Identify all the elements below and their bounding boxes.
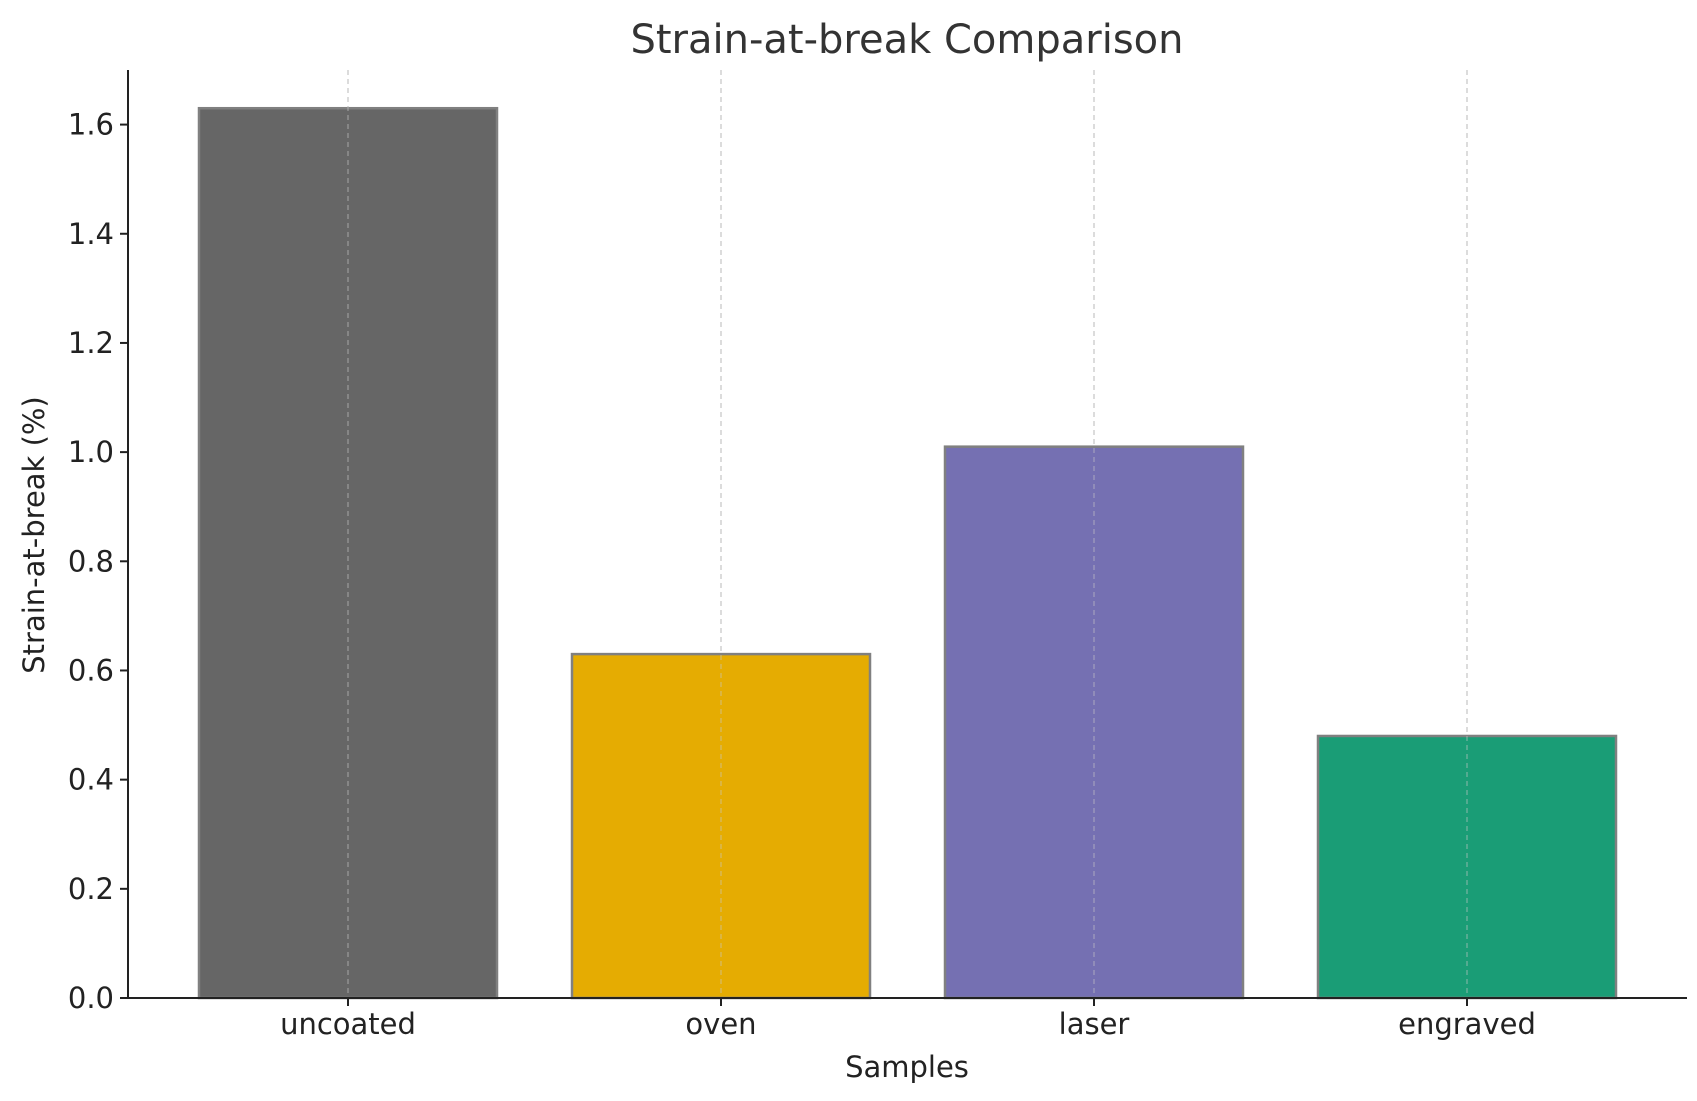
grid-lines-overlay [347, 70, 1468, 998]
chart-title: Strain-at-break Comparison [630, 17, 1183, 63]
y-tick-label: 0.0 [68, 981, 114, 1015]
y-tick-label: 0.8 [68, 544, 114, 578]
axes [127, 70, 1687, 999]
x-tick-label: uncoated [280, 1007, 416, 1041]
grid-lines [347, 70, 1468, 998]
bars [197, 106, 1618, 1000]
y-axis-ticks: 0.0 0.2 0.4 0.6 0.8 1.0 1.2 1.4 1.6 [68, 108, 128, 1015]
x-tick-label: laser [1059, 1007, 1130, 1041]
x-axis-label: Samples [845, 1050, 969, 1084]
x-axis-ticks: uncoated oven laser engraved [280, 998, 1536, 1041]
x-tick-label: engraved [1398, 1007, 1536, 1041]
y-tick-label: 0.2 [68, 872, 114, 906]
x-tick-label: oven [685, 1007, 756, 1041]
y-tick-label: 1.2 [68, 326, 114, 360]
y-tick-label: 0.4 [68, 763, 114, 797]
y-tick-label: 1.4 [68, 217, 114, 251]
y-axis-label: Strain-at-break (%) [17, 396, 51, 673]
y-tick-label: 1.0 [68, 435, 114, 469]
bar-uncoated [197, 106, 499, 1000]
y-tick-label: 0.6 [68, 653, 114, 687]
y-tick-label: 1.6 [68, 108, 114, 142]
